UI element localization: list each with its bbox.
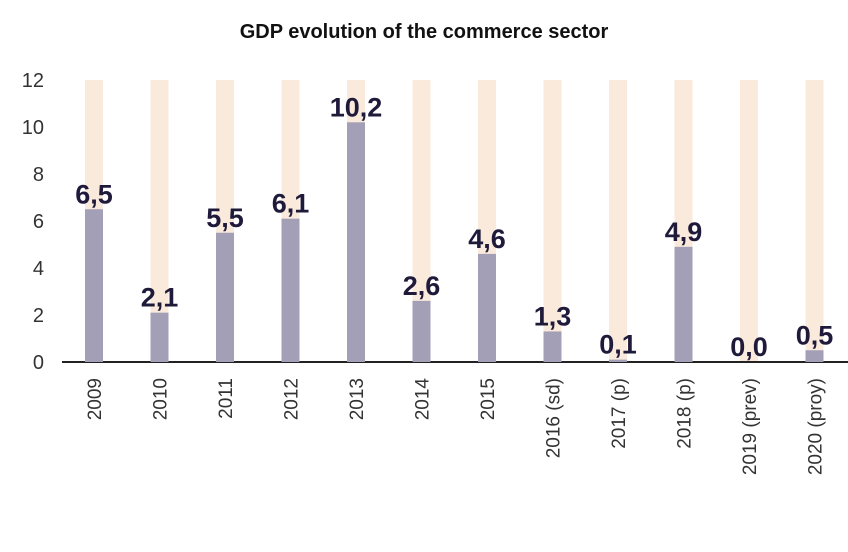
y-tick-label: 6 <box>33 211 44 233</box>
data-label: 0,5 <box>796 320 834 350</box>
x-tick-label: 2018 (p) <box>675 378 696 449</box>
data-label: 4,9 <box>665 217 703 247</box>
x-tick-label: 2017 (p) <box>609 378 630 449</box>
background-bar <box>150 80 169 362</box>
x-tick-label: 2016 (sd) <box>544 378 565 458</box>
x-tick-label: 2020 (proy) <box>806 378 827 475</box>
data-label: 0,1 <box>599 330 637 360</box>
bar <box>543 331 562 362</box>
data-label: 5,5 <box>206 203 244 233</box>
bar <box>85 209 103 362</box>
y-tick-label: 0 <box>33 352 44 374</box>
data-label: 2,1 <box>141 283 179 313</box>
x-tick-label: 2019 (prev) <box>740 378 761 475</box>
y-tick-label: 12 <box>22 70 44 92</box>
y-tick-label: 2 <box>33 305 44 327</box>
bar <box>216 232 234 362</box>
background-bar <box>543 80 562 362</box>
x-tick-label: 2015 <box>478 378 499 420</box>
data-label: 10,2 <box>330 92 383 122</box>
y-tick-label: 10 <box>22 117 44 139</box>
data-label: 2,6 <box>403 271 441 301</box>
x-tick-label: 2010 <box>151 378 172 420</box>
x-tick-label: 2012 <box>282 378 303 420</box>
bar <box>281 218 300 362</box>
data-label: 0,0 <box>730 332 768 362</box>
bar <box>674 246 693 362</box>
bar <box>412 300 431 362</box>
bar <box>150 312 169 362</box>
x-tick-label: 2014 <box>413 378 434 421</box>
bar <box>347 122 365 362</box>
background-bar <box>805 80 824 362</box>
x-tick-label: 2011 <box>216 378 237 419</box>
data-label: 4,6 <box>468 224 506 254</box>
bar <box>805 350 824 362</box>
chart-title: GDP evolution of the commerce sector <box>240 21 609 43</box>
x-tick-label: 2013 <box>347 378 368 420</box>
data-label: 6,1 <box>272 189 310 219</box>
x-tick-label: 2009 <box>85 378 106 420</box>
y-tick-label: 8 <box>33 164 44 186</box>
background-bar <box>740 80 758 362</box>
bar <box>609 359 627 362</box>
bar <box>478 253 496 362</box>
data-label: 1,3 <box>534 301 572 331</box>
y-tick-label: 4 <box>33 258 44 280</box>
background-bar <box>609 80 627 362</box>
data-label: 6,5 <box>75 179 113 209</box>
background-bar <box>412 80 431 362</box>
